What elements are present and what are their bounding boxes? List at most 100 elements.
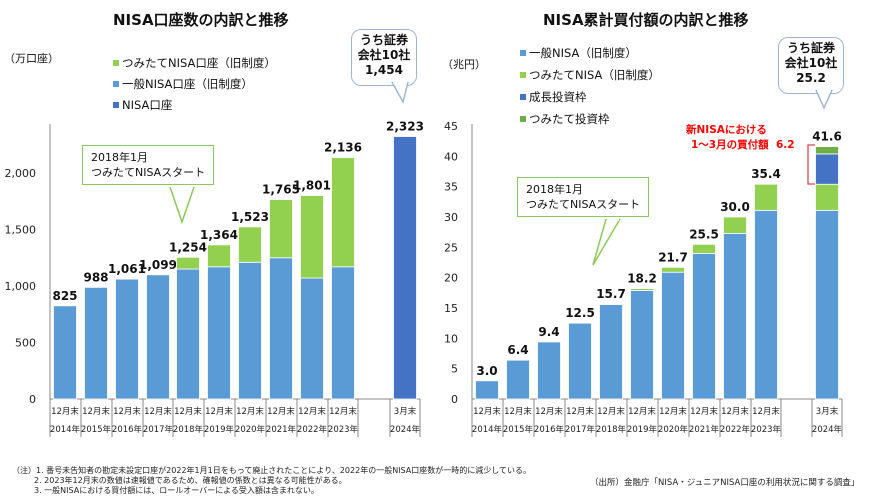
bar-segment: [269, 199, 293, 259]
bar-total-label: 1,523: [231, 210, 269, 224]
x-category-label-bottom: 2018年: [596, 424, 627, 435]
x-category-label-bottom: 2017年: [143, 424, 174, 435]
bar-total-label: 1,254: [169, 240, 207, 254]
left-legend-item-general-old: 一般NISA口座（旧制度）: [113, 73, 276, 94]
bar-segment: [661, 271, 685, 400]
x-category-label-top: 12月末: [659, 406, 687, 417]
bar-total-label: 30.0: [720, 200, 750, 214]
left-bubble-tail: [391, 82, 409, 104]
right-tsumitate-start-callout: 2018年1月 つみたてNISAスタート: [517, 177, 650, 217]
right-callout-tail: [592, 219, 621, 266]
left-legend-item-nisa: NISA口座: [113, 94, 276, 115]
x-category-label-bottom: 2020年: [235, 424, 266, 435]
y-tick-label: 10: [444, 332, 458, 345]
y-tick-label: 40: [444, 150, 458, 163]
bar-segment: [754, 183, 778, 211]
x-category-label-top: 12月末: [473, 406, 501, 417]
y-tick-label: 35: [444, 181, 458, 194]
x-category-label-top: 12月末: [566, 406, 594, 417]
left-legend: つみたてNISA口座（旧制度） 一般NISA口座（旧制度） NISA口座: [113, 52, 276, 115]
bar-total-label: 15.7: [596, 287, 626, 301]
x-category-label-top: 3月末: [394, 406, 417, 417]
bubble-value: 25.2: [796, 71, 826, 85]
red-note-line2-wrap: 1～3月の買付額 6.2: [686, 138, 795, 153]
bar-total-label: 25.5: [689, 227, 719, 241]
bar-total-label: 2,136: [324, 141, 362, 155]
bar-segment: [207, 244, 231, 268]
bar-total-label: 1,801: [293, 178, 331, 192]
y-tick-label: 1,000: [5, 280, 37, 293]
bar-segment: [815, 209, 839, 400]
left-legend-item-tsumitate-old: つみたてNISA口座（旧制度）: [113, 52, 276, 73]
bar-segment: [568, 322, 592, 400]
bar-segment: [300, 195, 324, 279]
bar-segment: [176, 256, 200, 270]
bar-total-label: 988: [83, 270, 108, 284]
legend-label: 一般NISA口座（旧制度）: [122, 76, 253, 91]
bubble-line2: 会社10社: [784, 56, 838, 70]
bar-segment: [475, 380, 499, 400]
y-tick-label: 20: [444, 272, 458, 285]
x-category-label-top: 12月末: [113, 406, 141, 417]
bar-segment: [630, 288, 654, 291]
x-category-label-top: 12月末: [236, 406, 264, 417]
y-tick-label: 25: [444, 241, 458, 254]
legend-label: つみたてNISA口座（旧制度）: [122, 55, 276, 70]
x-category-label-bottom: 2023年: [751, 424, 782, 435]
callout-line1: 2018年1月: [526, 183, 583, 196]
legend-label: NISA口座: [122, 97, 173, 112]
right-bubble-tail: [815, 90, 833, 110]
x-category-label-top: 12月末: [690, 406, 718, 417]
bar-segment: [723, 216, 747, 234]
x-category-label-bottom: 2017年: [565, 424, 596, 435]
x-category-label-bottom: 2022年: [297, 424, 328, 435]
bar-segment: [692, 243, 716, 254]
footnote-2: 2. 2023年12月末の数値は速報値であるため、確報値の係数とは異なる可能性が…: [34, 476, 347, 485]
x-category-label-bottom: 2016年: [112, 424, 143, 435]
callout-line1: 2018年1月: [91, 151, 148, 164]
x-category-label-top: 12月末: [298, 406, 326, 417]
bar-segment: [815, 146, 839, 155]
y-tick-label: 30: [444, 211, 458, 224]
bar-total-label: 12.5: [565, 306, 595, 320]
x-category-label-bottom: 2022年: [720, 424, 751, 435]
bar-segment: [815, 153, 839, 185]
bar-total-label: 1,364: [200, 228, 238, 242]
footnote-1: （注）1. 番号未告知者の勘定未設定口座が2022年1月1日をもって廃止されたこ…: [12, 466, 531, 476]
left-callout-tail: [169, 187, 195, 225]
x-category-label-bottom: 2020年: [658, 424, 689, 435]
x-category-label-bottom: 2023年: [328, 424, 359, 435]
bar-total-label: 2,323: [386, 120, 424, 134]
new-nisa-purchase-note: 新NISAにおける 1～3月の買付額 6.2: [686, 123, 795, 153]
x-category-label-top: 12月末: [721, 406, 749, 417]
callout-line2: つみたてNISAスタート: [526, 198, 641, 211]
right-legend-item-tsumitate-new: つみたて投資枠: [520, 108, 660, 130]
x-category-label-top: 12月末: [597, 406, 625, 417]
left-chart-unit: （万口座）: [4, 52, 59, 65]
left-tsumitate-start-callout: 2018年1月 つみたてNISAスタート: [82, 145, 215, 185]
bar-total-label: 825: [52, 289, 77, 303]
bar-total-label: 1,099: [139, 258, 177, 272]
left-chart-plot: 05001,0001,5002,00012月末2014年12月末2015年12月…: [5, 120, 424, 437]
bar-segment: [661, 266, 685, 273]
x-category-label-top: 12月末: [504, 406, 532, 417]
x-category-label-top: 12月末: [535, 406, 563, 417]
red-note-line1: 新NISAにおける: [686, 124, 767, 136]
left-securities-bubble: うち証券 会社10社 1,454: [351, 29, 417, 86]
red-note-value: 6.2: [775, 139, 795, 151]
bar-segment: [506, 359, 530, 400]
bubble-line1: うち証券: [359, 33, 408, 47]
right-legend-item-tsumitate-old: つみたてNISA（旧制度）: [520, 64, 660, 86]
y-tick-label: 15: [444, 302, 458, 315]
legend-swatch: [520, 94, 526, 100]
x-category-label-top: 3月末: [816, 406, 839, 417]
x-category-label-bottom: 2018年: [173, 424, 204, 435]
bar-segment: [115, 278, 139, 400]
bar-total-label: 9.4: [538, 325, 559, 339]
x-category-label-bottom: 2024年: [390, 424, 421, 435]
right-chart-title: NISA累計買付額の内訳と推移: [543, 11, 749, 29]
y-tick-label: 1,500: [5, 224, 37, 237]
y-tick-label: 45: [444, 120, 458, 133]
bar-total-label: 1,765: [262, 183, 300, 197]
footnote-text: 1. 番号未告知者の勘定未設定口座が2022年1月1日をもって廃止されたことによ…: [36, 466, 531, 475]
